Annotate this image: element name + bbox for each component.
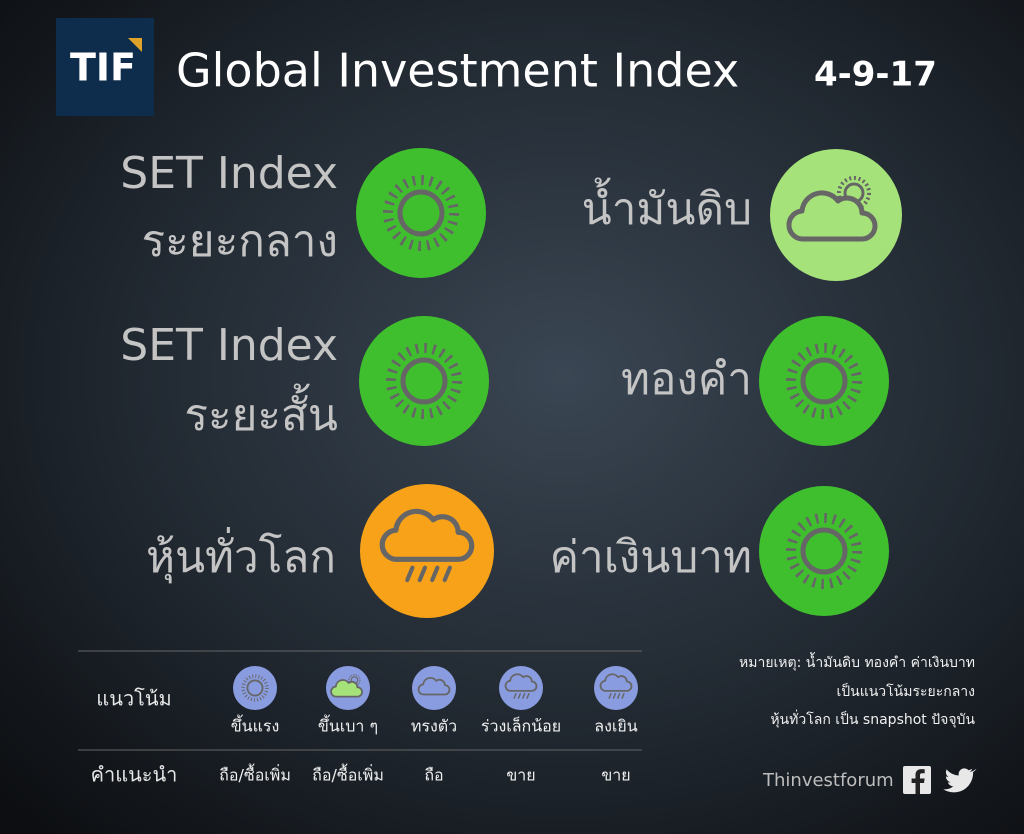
logo-box	[56, 18, 154, 116]
item-label: SET Index	[120, 320, 338, 371]
twitter-icon[interactable]	[943, 768, 977, 793]
trend-label: ลงเยิน	[594, 717, 637, 736]
status-circle	[759, 316, 889, 446]
logo-corner	[128, 38, 142, 52]
legend-circle	[233, 666, 277, 710]
item-label: ระยะสั้น	[184, 383, 338, 441]
legend-circle	[412, 666, 456, 710]
facebook-icon[interactable]	[903, 766, 931, 794]
legend-circle	[594, 666, 638, 710]
note: หมายเหตุ: น้ำมันดิบ ทองคำ ค่าเงินบาท	[739, 652, 975, 671]
status-circle	[759, 486, 889, 616]
legend-row-label: คำแนะนำ	[91, 763, 178, 787]
legend-circle	[499, 666, 543, 710]
trend-label: ขึ้นเบา ๆ	[318, 715, 378, 736]
note: หุ้นทั่วโลก เป็น snapshot ปัจจุบัน	[770, 710, 975, 728]
status-circle	[356, 148, 486, 278]
advice-label: ถือ/ซื้อเพิ่ม	[312, 764, 384, 785]
logo: TIF	[56, 18, 154, 116]
advice-label: ถือ	[424, 766, 443, 785]
item-label: ระยะกลาง	[142, 216, 338, 267]
status-circle	[360, 484, 494, 618]
date: 4-9-17	[814, 55, 937, 95]
logo-text: TIF	[70, 46, 136, 90]
legend: ขึ้นแรง ขึ้นเบา ๆ ทรงตัว ร่วงเล็กน้อย ลงเยิน…	[219, 666, 638, 785]
advice-label: ขาย	[601, 766, 630, 785]
legend-row-label: แนวโน้ม	[96, 687, 171, 711]
item-label: น้ำมันดิบ	[582, 177, 752, 235]
item-label: SET Index	[120, 148, 338, 199]
item-label: หุ้นทั่วโลก	[146, 526, 336, 584]
title: Global Investment Index	[176, 44, 739, 98]
item-label: ค่าเงินบาท	[550, 532, 752, 583]
trend-label: ทรงตัว	[411, 717, 457, 736]
item-label: ทองคำ	[621, 354, 752, 405]
advice-label: ถือ/ซื้อเพิ่ม	[219, 764, 291, 785]
status-circle	[359, 316, 489, 446]
advice-label: ขาย	[506, 766, 535, 785]
trend-label: ขึ้นแรง	[231, 715, 280, 736]
footer: Thinvestforum	[762, 770, 894, 791]
trend-label: ร่วงเล็กน้อย	[481, 716, 561, 736]
note: เป็นแนวโน้มระยะกลาง	[836, 682, 975, 700]
